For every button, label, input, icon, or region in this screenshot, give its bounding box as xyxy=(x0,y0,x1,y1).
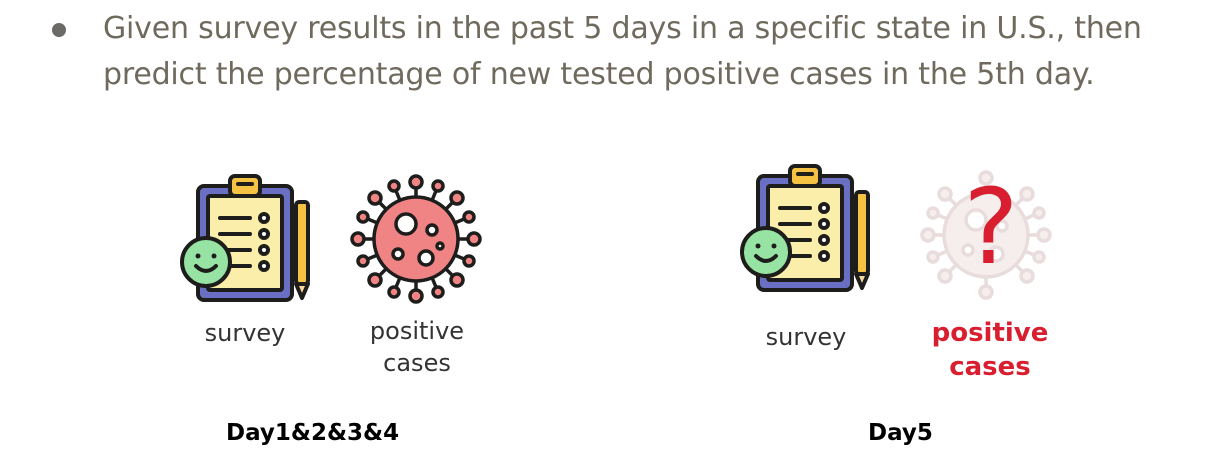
positive-cases-label-line1: positive xyxy=(369,317,465,345)
survey-label: survey xyxy=(204,319,286,347)
question-mark: ? xyxy=(963,166,1019,288)
positive-cases-label-line2: cases xyxy=(949,352,1031,382)
positive-cases-label-line1: positive xyxy=(931,318,1049,348)
clipboard-survey-icon xyxy=(740,164,870,292)
survey-label: survey xyxy=(765,323,847,351)
bullet-text: Given survey results in the past 5 days … xyxy=(103,11,1142,92)
virus-icon xyxy=(350,174,482,304)
positive-cases-label-line2: cases xyxy=(383,349,451,377)
day-label: Day5 xyxy=(868,420,933,446)
faded-virus-icon xyxy=(920,170,1052,300)
clipboard-survey-icon xyxy=(180,174,310,302)
day-label: Day1&2&3&4 xyxy=(226,420,400,446)
bullet-dot xyxy=(52,23,66,37)
